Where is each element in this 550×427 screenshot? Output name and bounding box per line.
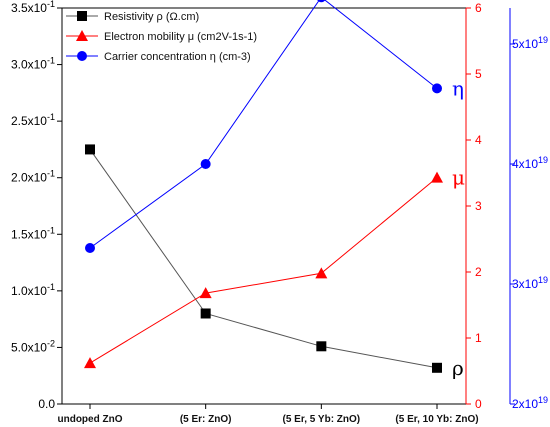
x-axis-category-label: (5 Er: ZnO) bbox=[180, 414, 232, 425]
right-axis-tick-label: 1 bbox=[475, 331, 482, 345]
legend-marker-triangle bbox=[76, 30, 88, 41]
right-axis-tick-label: 6 bbox=[475, 1, 482, 15]
right-axis-tick-label: 2 bbox=[475, 265, 482, 279]
outer-right-axis-tick-label: 3x1019 bbox=[512, 275, 548, 291]
data-point-triangle bbox=[199, 287, 212, 299]
data-point-square bbox=[85, 144, 95, 155]
left-axis-tick-label: 3.5x10-1 bbox=[11, 0, 55, 15]
left-axis-tick-label: 3.0x10-1 bbox=[11, 56, 55, 72]
legend-label: Electron mobility μ (cm2V-1s-1) bbox=[104, 31, 257, 43]
legend-marker-circle bbox=[77, 51, 87, 61]
x-axis-category-label: undoped ZnO bbox=[58, 414, 123, 425]
outer-right-axis-tick-label: 5x1019 bbox=[512, 35, 548, 51]
data-point-square bbox=[316, 341, 327, 352]
right-axis-tick-label: 3 bbox=[475, 199, 482, 213]
legend-label: Resistivity ρ (Ω.cm) bbox=[104, 11, 199, 23]
left-axis-tick-label: 2.5x10-1 bbox=[11, 112, 55, 128]
left-axis-tick-label: 1.0x10-1 bbox=[11, 282, 55, 298]
data-point-triangle bbox=[84, 357, 96, 369]
legend-marker-square bbox=[77, 11, 87, 21]
x-axis-category-label: (5 Er, 10 Yb: ZnO) bbox=[395, 414, 478, 425]
data-point-circle bbox=[432, 83, 442, 94]
data-point-circle bbox=[85, 243, 95, 253]
left-axis-tick-label: 5.0x10-2 bbox=[11, 338, 55, 354]
left-axis-tick-label: 0.0 bbox=[38, 397, 55, 411]
right-axis-tick-label: 5 bbox=[475, 67, 482, 81]
legend-label: Carrier concentration η (cm-3) bbox=[104, 51, 251, 63]
series-end-tag: μ bbox=[452, 166, 465, 190]
left-axis-tick-label: 1.5x10-1 bbox=[11, 225, 55, 241]
series-end-tag: η bbox=[452, 76, 464, 100]
data-point-triangle bbox=[431, 171, 443, 183]
outer-right-axis-tick-label: 2x1019 bbox=[512, 395, 548, 411]
series-line bbox=[89, 177, 438, 364]
data-point-square bbox=[432, 362, 442, 373]
data-point-circle bbox=[200, 159, 211, 169]
right-axis-tick-label: 0 bbox=[475, 397, 482, 411]
data-point-circle bbox=[317, 0, 326, 3]
data-point-triangle bbox=[315, 267, 328, 279]
left-axis-tick-label: 2.0x10-1 bbox=[11, 169, 55, 185]
series-end-tag: ρ bbox=[452, 356, 464, 380]
data-point-square bbox=[200, 308, 211, 319]
x-axis-category-label: (5 Er, 5 Yb: ZnO) bbox=[283, 414, 361, 425]
outer-right-axis-tick-label: 4x1019 bbox=[512, 155, 548, 171]
right-axis-tick-label: 4 bbox=[475, 133, 482, 147]
series-line bbox=[89, 0, 438, 249]
series-line bbox=[89, 149, 438, 369]
